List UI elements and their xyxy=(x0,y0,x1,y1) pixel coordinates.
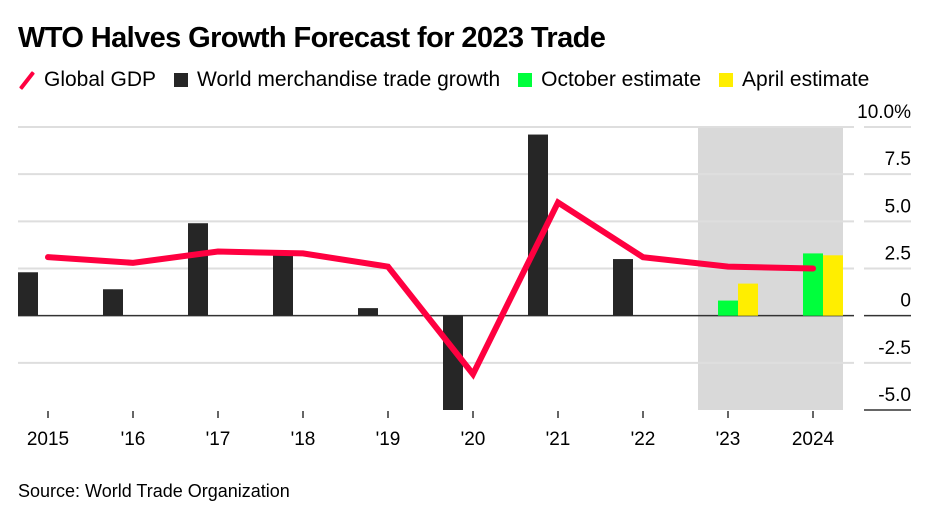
x-tick-label: '22 xyxy=(631,429,656,450)
x-tick-label: 2024 xyxy=(792,429,835,450)
y-tick-label: -5.0 xyxy=(878,385,911,406)
world-merchandise-trade-growth-bar xyxy=(443,315,463,410)
world-merchandise-trade-growth-bar xyxy=(358,308,378,316)
source-note: Source: World Trade Organization xyxy=(18,481,290,501)
legend-item-october-estimate: October estimate xyxy=(518,68,701,92)
legend-label: April estimate xyxy=(742,68,870,91)
world-merchandise-trade-growth-bar xyxy=(103,289,123,316)
square-swatch-icon xyxy=(174,73,189,87)
legend-label: Global GDP xyxy=(44,68,157,91)
square-swatch-icon xyxy=(518,73,533,87)
legend-item-global-gdp: Global GDP xyxy=(18,68,156,92)
y-tick-label: -2.5 xyxy=(878,338,911,359)
y-tick-label: 5.0 xyxy=(885,196,911,217)
world-merchandise-trade-growth-bar xyxy=(18,272,38,316)
world-merchandise-trade-growth-bar xyxy=(188,223,208,316)
x-tick-label: '21 xyxy=(546,429,571,450)
october-estimate-bar xyxy=(718,300,738,316)
april-estimate-bar xyxy=(823,255,843,316)
y-tick-label: 10.0% xyxy=(857,102,911,123)
world-merchandise-trade-growth-bar xyxy=(613,259,633,316)
square-swatch-icon xyxy=(719,73,734,87)
y-tick-label: 7.5 xyxy=(885,149,911,170)
chart-title: WTO Halves Growth Forecast for 2023 Trad… xyxy=(18,22,606,54)
legend-label: World merchandise trade growth xyxy=(197,68,501,91)
global-gdp-line xyxy=(45,198,816,380)
world-merchandise-trade-growth-bar xyxy=(528,134,548,316)
x-tick-label: '19 xyxy=(376,429,401,450)
x-tick-label: '17 xyxy=(206,429,231,450)
legend: Global GDP World merchandise trade growt… xyxy=(18,67,887,93)
legend-item-trade-growth: World merchandise trade growth xyxy=(174,68,500,92)
y-tick-label: 2.5 xyxy=(885,244,911,265)
april-estimate-bar xyxy=(738,283,758,316)
x-tick-label: '20 xyxy=(461,429,486,450)
x-tick-label: '18 xyxy=(291,429,316,450)
legend-label: October estimate xyxy=(541,68,702,91)
x-tick-label: 2015 xyxy=(27,429,69,450)
october-estimate-bar xyxy=(803,253,823,316)
x-tick-label: '23 xyxy=(716,429,741,450)
y-tick-label: 0 xyxy=(900,291,911,312)
legend-item-april-estimate: April estimate xyxy=(719,68,869,92)
world-merchandise-trade-growth-bar xyxy=(273,255,293,316)
x-tick-label: '16 xyxy=(121,429,146,450)
